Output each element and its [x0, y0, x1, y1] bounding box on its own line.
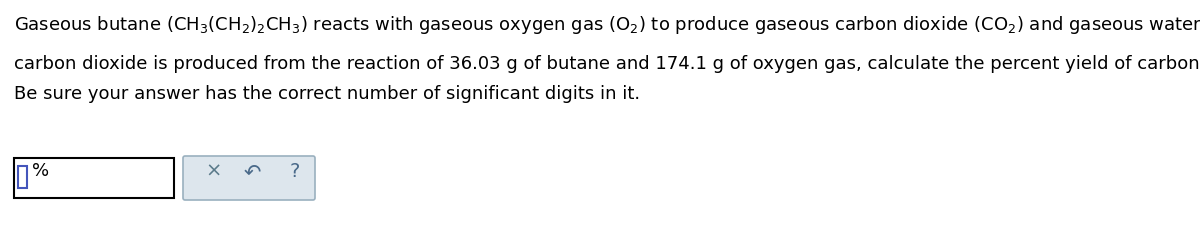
Text: ?: ?: [290, 162, 300, 181]
Text: ↶: ↶: [244, 162, 262, 182]
Text: %: %: [32, 162, 49, 180]
FancyBboxPatch shape: [182, 156, 314, 200]
Bar: [18, 166, 28, 188]
Bar: [14, 158, 174, 198]
Text: Gaseous butane $\left(\mathregular{CH_3(CH_2)_2CH_3}\right)$ reacts with gaseous: Gaseous butane $\left(\mathregular{CH_3(…: [14, 14, 1200, 36]
Text: carbon dioxide is produced from the reaction of 36.03 g of butane and 174.1 g of: carbon dioxide is produced from the reac…: [14, 55, 1200, 73]
Text: Be sure your answer has the correct number of significant digits in it.: Be sure your answer has the correct numb…: [14, 85, 640, 103]
Text: ×: ×: [205, 162, 221, 181]
